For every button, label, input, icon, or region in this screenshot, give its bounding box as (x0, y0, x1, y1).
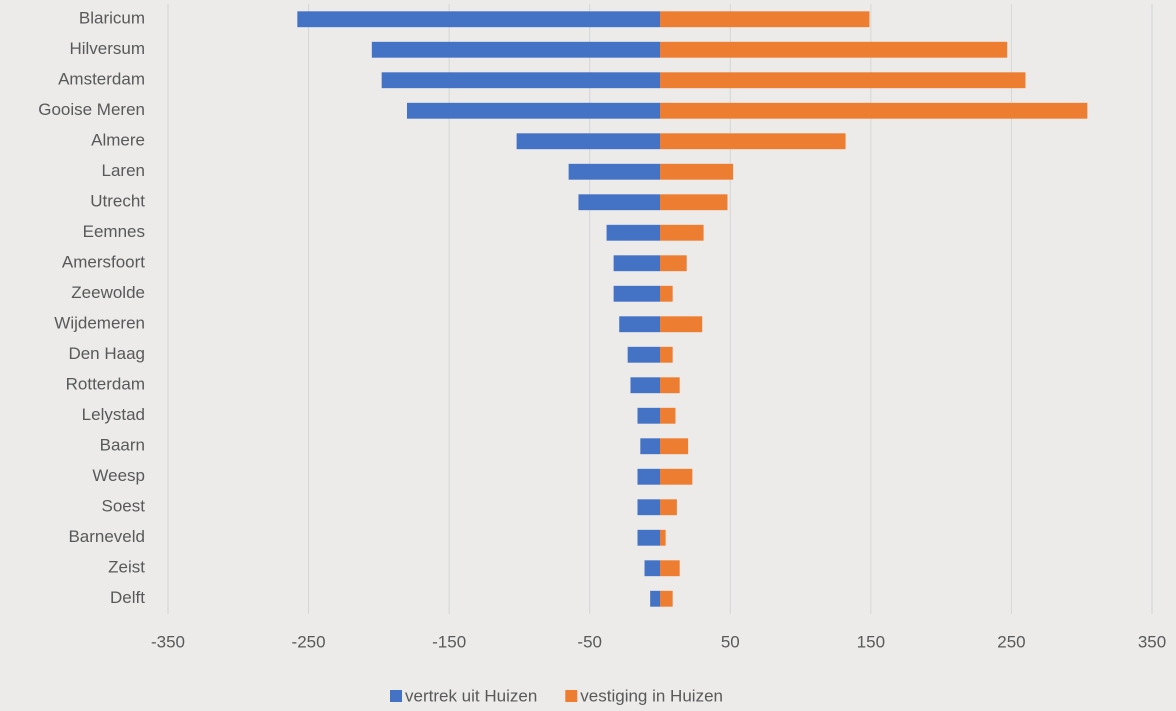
chart: -350 -250 -150 -50 50 150 250 350 Blaricum Hilver… (0, 0, 1176, 711)
x-tick-label: -150 (432, 632, 466, 651)
y-tick-label: Wijdemeren (54, 314, 145, 333)
bar (660, 194, 727, 210)
bar (660, 377, 680, 393)
bar (619, 316, 660, 332)
y-tick-label: Gooise Meren (38, 100, 145, 119)
y-tick-label: Delft (110, 588, 145, 607)
bar (638, 530, 660, 546)
bar (630, 377, 660, 393)
bar (660, 347, 673, 363)
legend-swatch (390, 690, 402, 702)
y-tick-label: Eemnes (83, 222, 145, 241)
y-tick-label: Weesp (92, 466, 145, 485)
x-tick-label: -350 (151, 632, 185, 651)
x-tick-label: 150 (857, 632, 885, 651)
bar (660, 255, 687, 271)
bar (660, 286, 673, 302)
x-tick-label: 50 (721, 632, 740, 651)
bar (638, 408, 660, 424)
bar (578, 194, 660, 210)
y-tick-label: Baarn (100, 436, 145, 455)
bar (407, 103, 660, 119)
y-tick-label: Blaricum (79, 9, 145, 28)
bar (660, 408, 675, 424)
bar (660, 11, 869, 27)
y-tick-label: Zeist (108, 558, 145, 577)
x-tick-label: 250 (997, 632, 1025, 651)
y-tick-label: Zeewolde (71, 283, 145, 302)
x-tick-label: 350 (1138, 632, 1166, 651)
bar (660, 499, 677, 515)
bar (297, 11, 660, 27)
bar (614, 286, 660, 302)
bar (569, 164, 660, 180)
bar (650, 591, 660, 607)
y-tick-label: Soest (102, 497, 146, 516)
y-tick-label: Lelystad (82, 405, 145, 424)
bar (660, 469, 692, 485)
bar (607, 225, 660, 241)
legend-swatch (565, 690, 577, 702)
bar (660, 42, 1007, 58)
y-tick-label: Amersfoort (62, 253, 145, 272)
bar (638, 499, 660, 515)
y-tick-label: Utrecht (90, 192, 145, 211)
bar (660, 133, 846, 149)
bar (382, 72, 660, 88)
bar (660, 530, 666, 546)
y-tick-label: Barneveld (68, 527, 145, 546)
y-tick-label: Amsterdam (58, 70, 145, 89)
bar (640, 438, 660, 454)
y-tick-label: Laren (102, 161, 145, 180)
legend-label: vestiging in Huizen (580, 686, 723, 705)
y-tick-label: Rotterdam (66, 375, 145, 394)
bar (660, 103, 1087, 119)
x-tick-label: -250 (292, 632, 326, 651)
bar (660, 560, 680, 576)
x-tick-label: -50 (577, 632, 602, 651)
y-tick-label: Almere (91, 131, 145, 150)
bar (517, 133, 660, 149)
bar (660, 164, 733, 180)
bar (660, 72, 1025, 88)
bar (645, 560, 660, 576)
bar (660, 438, 688, 454)
y-tick-label: Hilversum (69, 39, 145, 58)
y-tick-label: Den Haag (68, 344, 145, 363)
bar (660, 316, 702, 332)
bar (660, 591, 673, 607)
bar (372, 42, 660, 58)
bar (614, 255, 660, 271)
legend-label: vertrek uit Huizen (405, 686, 537, 705)
bar (660, 225, 704, 241)
bar (638, 469, 660, 485)
bar (628, 347, 660, 363)
